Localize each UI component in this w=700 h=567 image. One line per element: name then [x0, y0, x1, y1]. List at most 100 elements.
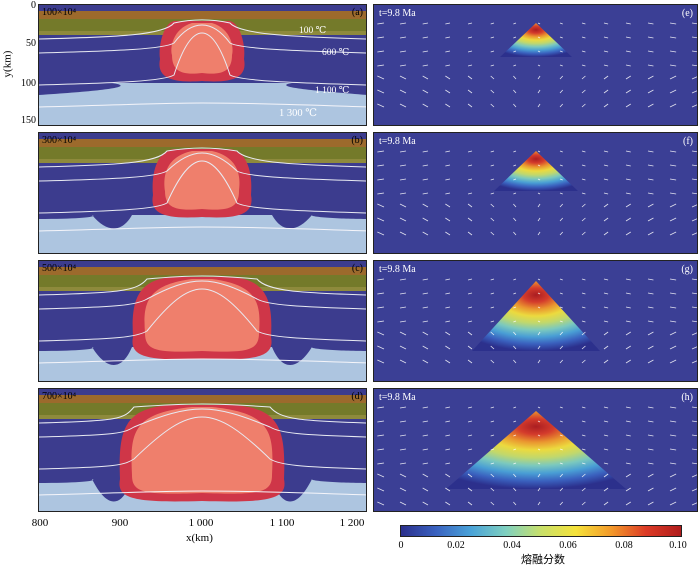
velocity-arrow	[422, 448, 429, 451]
melt-zone	[500, 23, 572, 57]
velocity-arrow	[399, 320, 407, 323]
velocity-arrow	[445, 22, 451, 25]
velocity-arrow	[647, 406, 654, 409]
velocity-arrow	[581, 448, 586, 451]
velocity-arrow	[559, 203, 564, 208]
velocity-arrow	[691, 164, 697, 167]
velocity-arrow	[669, 292, 677, 295]
cb-tick-0: 0	[398, 540, 404, 551]
velocity-arrow	[377, 178, 385, 181]
velocity-arrow	[467, 64, 473, 67]
velocity-arrow	[537, 164, 541, 167]
panel-a-time: 100×10⁴	[42, 7, 77, 18]
velocity-arrow	[399, 345, 407, 350]
velocity-arrow	[603, 306, 609, 309]
velocity-arrow	[691, 64, 697, 67]
velocity-arrow	[513, 331, 517, 336]
velocity-arrow	[537, 64, 541, 67]
velocity-arrow	[490, 306, 495, 309]
velocity-arrow	[422, 178, 429, 181]
velocity-arrow	[399, 487, 407, 492]
velocity-arrow	[603, 150, 609, 153]
velocity-arrow	[581, 50, 586, 53]
velocity-arrow	[490, 487, 495, 492]
asthenosphere-region	[39, 83, 366, 125]
velocity-arrow	[691, 104, 697, 108]
velocity-arrow	[647, 178, 654, 181]
velocity-arrow	[603, 501, 609, 506]
velocity-arrow	[467, 331, 473, 336]
velocity-arrow	[647, 22, 654, 25]
velocity-arrow	[691, 192, 697, 195]
velocity-arrow	[603, 331, 609, 336]
velocity-arrow	[467, 203, 473, 208]
velocity-arrow	[647, 420, 654, 423]
velocity-arrow	[377, 22, 385, 25]
velocity-arrow	[377, 406, 385, 409]
velocity-arrow	[513, 345, 517, 350]
velocity-arrow	[625, 203, 631, 208]
velocity-arrow	[581, 231, 586, 236]
velocity-arrow	[691, 448, 697, 451]
velocity-arrow	[377, 345, 385, 350]
isotherm-600	[39, 24, 366, 54]
velocity-arrow	[691, 420, 697, 423]
velocity-arrow	[513, 320, 517, 323]
velocity-arrow	[559, 192, 563, 195]
velocity-arrow	[422, 434, 429, 437]
velocity-arrow	[399, 89, 407, 94]
velocity-arrow	[377, 75, 385, 80]
velocity-arrow	[377, 217, 385, 222]
velocity-arrow	[445, 89, 451, 94]
velocity-arrow	[669, 406, 677, 409]
velocity-arrow	[559, 231, 564, 236]
velocity-arrow	[399, 103, 407, 108]
velocity-arrow	[669, 420, 677, 423]
velocity-arrow	[422, 345, 429, 350]
panel-c-plot	[39, 261, 366, 381]
velocity-arrow	[581, 22, 586, 25]
velocity-arrow	[625, 487, 631, 492]
velocity-arrow	[467, 150, 473, 153]
velocity-arrow	[445, 345, 451, 350]
velocity-arrow	[377, 64, 385, 67]
velocity-arrow	[647, 150, 654, 153]
panel-c-time: 500×10⁴	[42, 263, 77, 274]
velocity-arrow	[603, 203, 609, 208]
velocity-arrow	[537, 473, 541, 478]
velocity-arrow	[422, 89, 429, 94]
velocity-arrow	[377, 473, 385, 478]
velocity-arrow	[691, 434, 697, 437]
velocity-arrow	[537, 406, 541, 409]
velocity-arrow	[537, 36, 541, 39]
velocity-arrow	[625, 150, 631, 153]
velocity-arrow	[445, 406, 451, 409]
velocity-arrow	[490, 501, 495, 506]
velocity-arrow	[581, 320, 586, 323]
isotherm-1100	[39, 32, 366, 86]
velocity-arrow	[377, 448, 385, 451]
velocity-arrow	[603, 192, 609, 195]
isotherm-100	[39, 275, 366, 296]
velocity-arrow	[691, 346, 697, 350]
velocity-arrow	[647, 192, 654, 195]
velocity-arrow	[422, 64, 429, 67]
velocity-arrow	[581, 278, 586, 281]
panel-h-plot	[377, 406, 697, 506]
velocity-arrow	[581, 103, 586, 108]
velocity-arrow	[377, 320, 385, 323]
velocity-arrow	[647, 320, 654, 323]
velocity-arrow	[467, 359, 473, 364]
velocity-arrow	[647, 50, 654, 53]
panel-g-label: (g)	[681, 264, 693, 275]
velocity-arrow	[669, 462, 677, 465]
velocity-arrow	[691, 488, 697, 492]
velocity-arrow	[399, 217, 407, 222]
cb-tick-006: 0.06	[559, 540, 577, 551]
x-tick-900: 900	[111, 517, 129, 529]
velocity-arrow	[669, 203, 677, 208]
velocity-arrow	[559, 448, 563, 451]
velocity-arrow	[513, 50, 517, 53]
velocity-arrow	[513, 217, 517, 222]
isotherm-1300	[39, 358, 366, 364]
